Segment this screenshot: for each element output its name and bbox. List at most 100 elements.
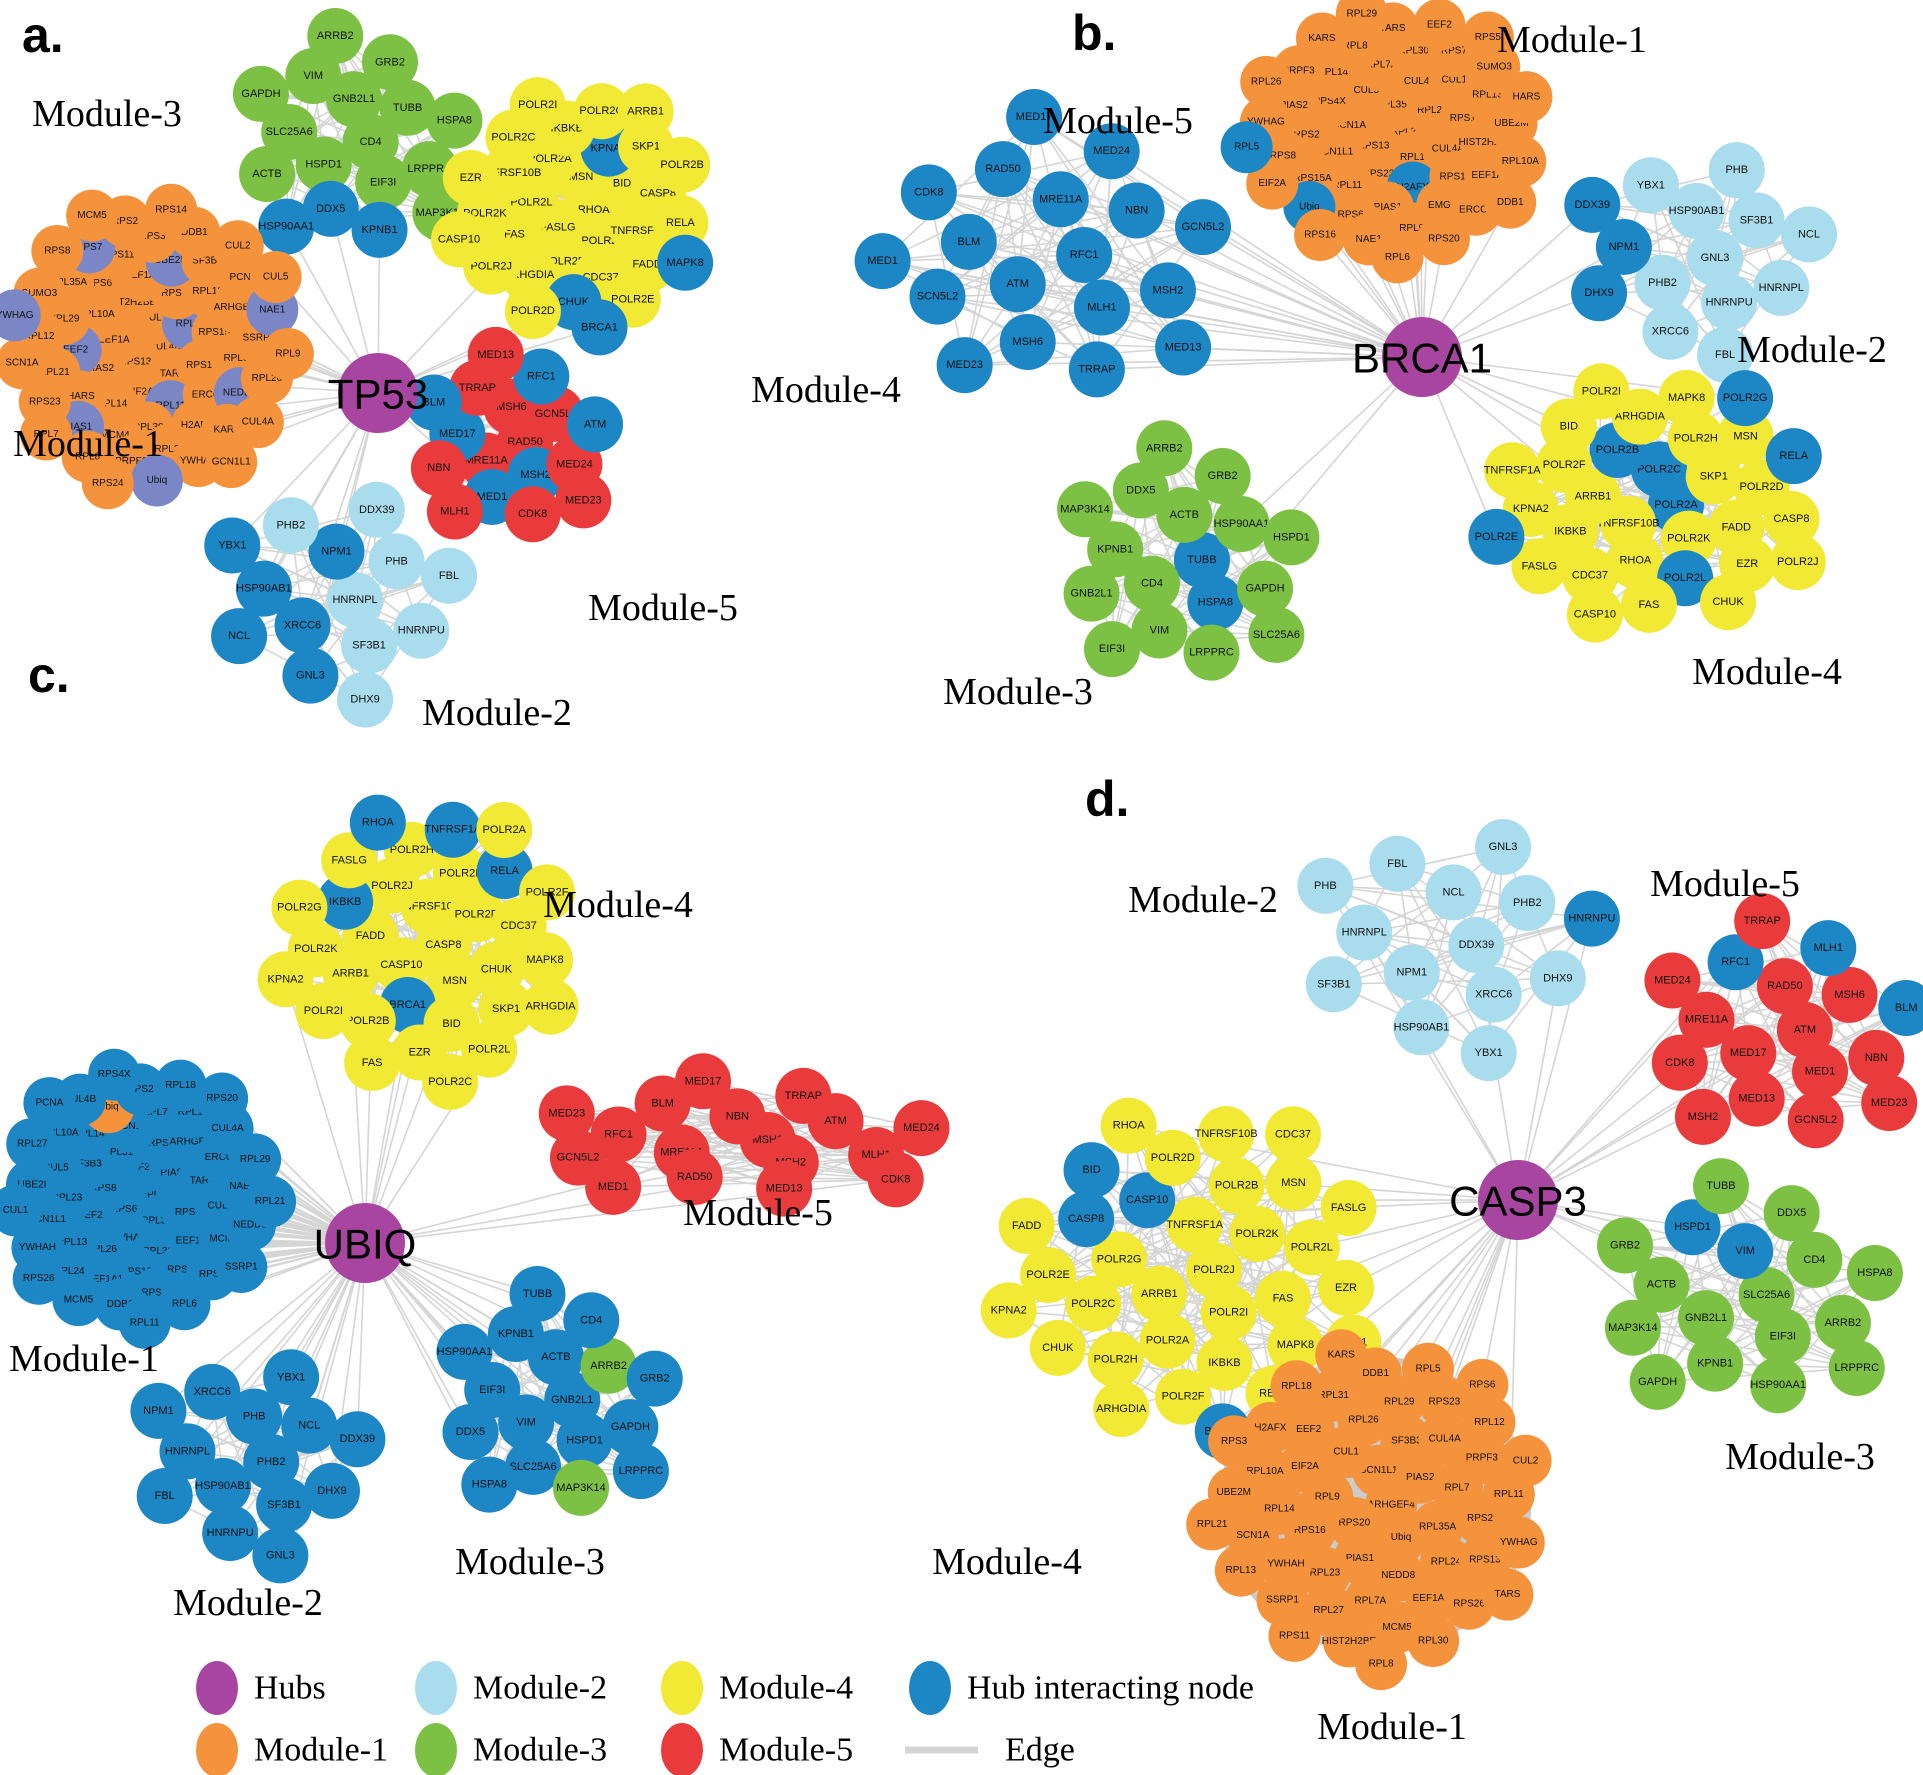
node-label: CDK8	[914, 186, 943, 198]
node-circle	[1707, 934, 1764, 991]
node-KARS: KARS	[1295, 12, 1348, 65]
node-circle	[263, 1349, 320, 1406]
node-label: RPL8	[75, 451, 100, 462]
edge	[1333, 846, 1504, 985]
node-label: SSRP1	[225, 1261, 258, 1272]
node-DDX5: DDX5	[1112, 462, 1169, 519]
node-circle	[432, 845, 489, 902]
node-MED13: MED13	[1728, 1070, 1785, 1127]
node-label: MED17	[439, 428, 476, 440]
node-label: PIAS1	[160, 1167, 189, 1178]
node-label: MED1	[477, 491, 508, 503]
edge	[1396, 863, 1490, 1054]
node-label: GRB2	[1610, 1240, 1640, 1252]
edge	[1167, 289, 1423, 358]
node-label: H2AFX	[181, 420, 214, 431]
node-POLR2B: POLR2B	[654, 136, 711, 193]
legend-swatch-module1	[196, 1723, 238, 1775]
node-label: RPL9	[1399, 223, 1424, 234]
node-GNB2L1: GNB2L1	[1678, 1290, 1735, 1347]
node-KPNA2: KPNA2	[257, 951, 314, 1008]
node-label: ARHGDIA	[1615, 411, 1666, 423]
node-TNFRSF1A: TNFRSF1A	[1166, 1196, 1224, 1253]
node-label: KARS	[214, 424, 242, 435]
node-SF3B1: SF3B1	[341, 617, 398, 674]
node-label: KARS	[1308, 33, 1336, 44]
node-HSPD1: HSPD1	[1664, 1199, 1721, 1256]
node-label: MSN	[1281, 1177, 1306, 1189]
edge	[937, 295, 1184, 349]
node-label: MLH1	[440, 506, 469, 518]
node-label: RPL6	[1385, 252, 1410, 263]
node-label: RPL9	[275, 348, 300, 359]
node-label: MED1	[1805, 1065, 1836, 1077]
node-BLM: BLM	[940, 213, 997, 270]
node-label: PIAS1	[64, 421, 93, 432]
node-PHB: PHB	[368, 533, 425, 590]
node-label: RPS3	[139, 231, 166, 242]
node-label: GCN1L1	[1314, 147, 1353, 158]
node-circle	[1063, 565, 1120, 622]
node-circle	[239, 145, 296, 202]
node-circle	[1633, 1256, 1690, 1313]
node-label: RPL21	[1417, 105, 1448, 116]
node-label: POLR2B	[1596, 444, 1639, 456]
node-circle	[867, 1151, 924, 1208]
node-label: RPL10A	[41, 1128, 79, 1139]
node-circle	[31, 224, 84, 277]
node-label: MED24	[1654, 975, 1691, 987]
node-label: SLC25A6	[1743, 1289, 1790, 1301]
node-label: NBN	[1125, 204, 1148, 216]
node-FAS: FAS	[1620, 576, 1677, 633]
hub-circle	[1382, 317, 1462, 397]
node-label: CDC37	[1275, 1128, 1311, 1140]
node-NPM1: NPM1	[1383, 944, 1440, 1001]
node-label: CUL4A	[1432, 144, 1465, 155]
node-POLR2E: POLR2E	[1468, 508, 1525, 565]
node-label: XRCC6	[1652, 326, 1689, 338]
node-label: GRB2	[375, 56, 405, 68]
node-RPS11: RPS11	[1268, 1609, 1321, 1662]
node-label: Ubiq	[147, 475, 168, 486]
node-label: GNL3	[1701, 252, 1730, 264]
node-PHB2: PHB2	[243, 1434, 300, 1490]
node-label: MED17	[685, 1075, 722, 1087]
node-HSP90AB1: HSP90AB1	[1393, 999, 1450, 1056]
node-label: PIAS1	[1346, 1553, 1375, 1564]
node-circle	[1213, 495, 1270, 552]
node-circle	[211, 220, 264, 273]
node-label: RPS13	[1469, 1555, 1501, 1566]
node-TUBB: TUBB	[1692, 1158, 1749, 1215]
node-label: ARRB1	[627, 105, 664, 117]
node-circle	[159, 1423, 216, 1480]
node-circle	[12, 1252, 65, 1305]
node-label: RPL12	[1400, 152, 1431, 163]
node-circle	[1734, 893, 1791, 950]
node-label: EEF2	[63, 345, 88, 356]
node-label: KPNB1	[1097, 543, 1133, 555]
node-HSPA8: HSPA8	[426, 92, 483, 149]
node-circle	[1166, 1196, 1223, 1253]
node-label: IKBKB	[329, 896, 361, 908]
node-label: RPS16	[186, 360, 218, 371]
node-label: ATM	[584, 418, 606, 430]
node-circle	[893, 1100, 950, 1157]
node-MSH2: MSH2	[1674, 1088, 1731, 1145]
hub-label: UBIQ	[314, 1221, 417, 1268]
node-label: POLR2F	[1543, 459, 1586, 471]
node-circle	[476, 801, 533, 858]
node-DDX5: DDX5	[442, 1403, 499, 1460]
node-DDX5: DDX5	[1763, 1185, 1820, 1242]
node-label: EEF1A	[98, 335, 130, 346]
edge	[613, 1178, 896, 1188]
node-label: ERCC4	[192, 389, 226, 400]
node-label: ACTB	[252, 168, 281, 180]
node-label: Ubiq	[98, 1102, 119, 1113]
node-label: BID	[1082, 1164, 1100, 1176]
edge	[301, 392, 379, 626]
node-label: MED24	[556, 458, 593, 470]
node-label: MLH1	[1087, 301, 1116, 313]
legend-label: Module-4	[719, 1670, 853, 1707]
node-circle	[196, 1072, 249, 1125]
node-circle	[1196, 1334, 1253, 1391]
